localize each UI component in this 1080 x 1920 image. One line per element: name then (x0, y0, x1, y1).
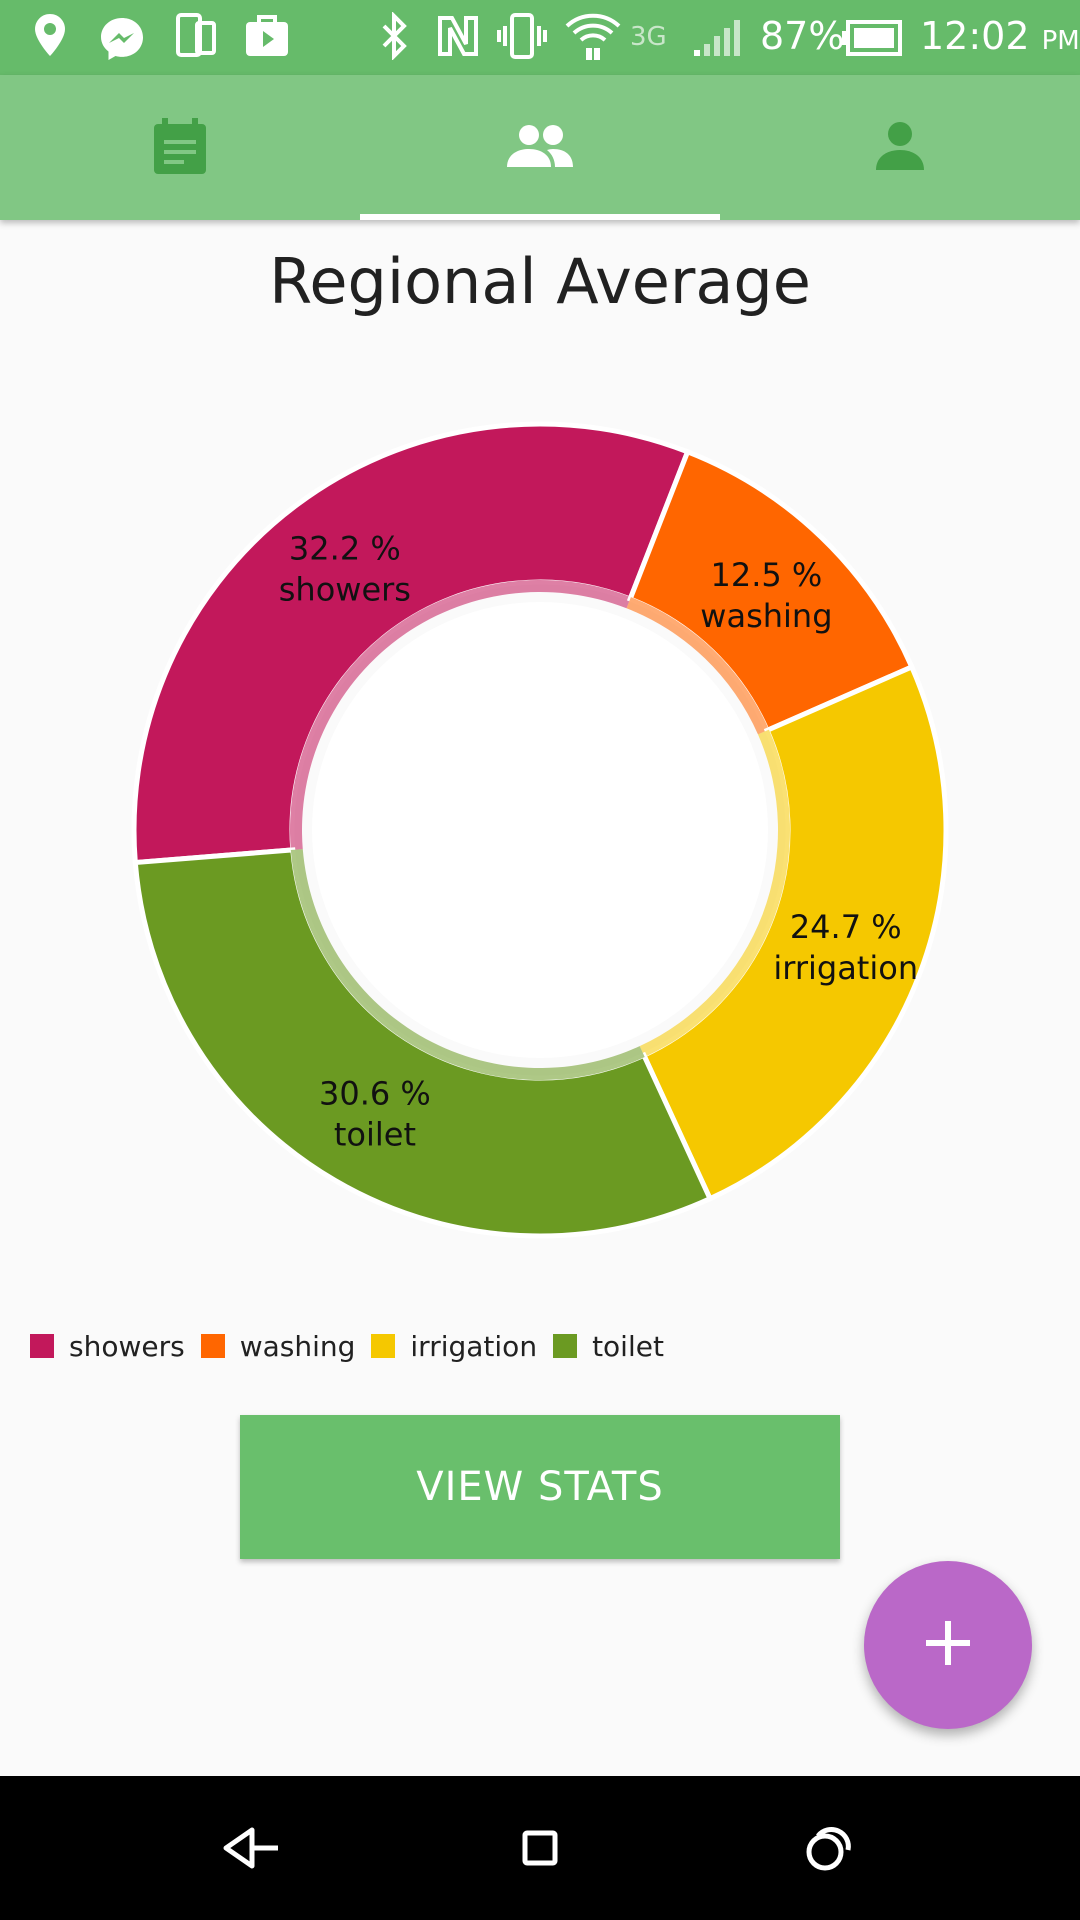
back-icon[interactable] (222, 1824, 282, 1876)
legend-label: showers (69, 1329, 185, 1363)
legend-label: irrigation (410, 1329, 538, 1363)
legend-label: washing (239, 1329, 356, 1363)
clock-period: PM (1041, 26, 1080, 56)
slice-value-irrigation: 24.7 % (790, 908, 902, 946)
donut-hole (312, 602, 768, 1058)
tab-group[interactable] (360, 75, 720, 220)
person-icon (874, 120, 926, 176)
battery-icon (842, 18, 902, 58)
play-store-icon (244, 12, 290, 58)
slice-category-toilet: toilet (334, 1115, 416, 1153)
signal-icon (692, 18, 744, 58)
slice-category-washing: washing (700, 597, 832, 635)
donut-chart: 32.2 % showers 12.5 % washing 24.7 % irrigati… (0, 360, 1080, 1280)
tab-indicator (360, 214, 720, 220)
page-title: Regional Average (269, 245, 811, 318)
legend-swatch (371, 1334, 396, 1358)
nfc-icon (436, 12, 480, 60)
add-fab[interactable] (864, 1561, 1032, 1729)
legend-item-irrigation: irrigation (371, 1330, 537, 1363)
legend-item-washing: washing (200, 1329, 356, 1363)
network-type-label: 3G (630, 22, 667, 52)
legend-swatch (30, 1334, 54, 1358)
legend-swatch (553, 1334, 578, 1358)
slice-category-irrigation: irrigation (773, 949, 918, 987)
wifi-icon (564, 10, 622, 62)
location-icon (33, 12, 67, 58)
battery-percent: 87% (760, 14, 845, 58)
messenger-icon (98, 16, 146, 62)
home-icon[interactable] (522, 1830, 558, 1870)
plus-icon (924, 1619, 972, 1671)
slice-ring-washing (626, 597, 769, 735)
slice-value-showers: 32.2 % (289, 530, 401, 568)
slice-ring-showers (290, 579, 631, 851)
legend-item-toilet: toilet (553, 1330, 664, 1363)
tab-calendar[interactable] (0, 75, 360, 220)
calendar-icon (152, 116, 208, 180)
clock: 12:02 PM (920, 14, 1080, 58)
clock-time: 12:02 (920, 14, 1030, 58)
system-nav-bar (0, 1776, 1080, 1920)
group-icon (505, 123, 575, 173)
chart-legend: showers washing irrigation toilet (30, 1326, 680, 1366)
slice-value-washing: 12.5 % (710, 556, 822, 594)
device-switch-icon (175, 12, 217, 60)
vibrate-icon (497, 12, 547, 60)
chart-svg: 32.2 %showers 12.5 %washing 24.7 %irrigati… (131, 421, 949, 1239)
recents-icon[interactable] (804, 1824, 854, 1876)
legend-item-showers: showers (30, 1330, 185, 1363)
view-stats-button[interactable]: VIEW STATS (240, 1415, 840, 1559)
legend-label: toilet (592, 1329, 664, 1363)
tab-bar (0, 75, 1080, 220)
slice-category-showers: showers (279, 571, 411, 609)
slice-value-toilet: 30.6 % (319, 1074, 431, 1112)
tab-profile[interactable] (720, 75, 1080, 220)
slice-ring-irrigation (639, 729, 790, 1058)
bluetooth-icon (380, 12, 410, 60)
status-bar: 3G 87% 12:02 PM (0, 0, 1080, 75)
legend-swatch (200, 1334, 225, 1358)
